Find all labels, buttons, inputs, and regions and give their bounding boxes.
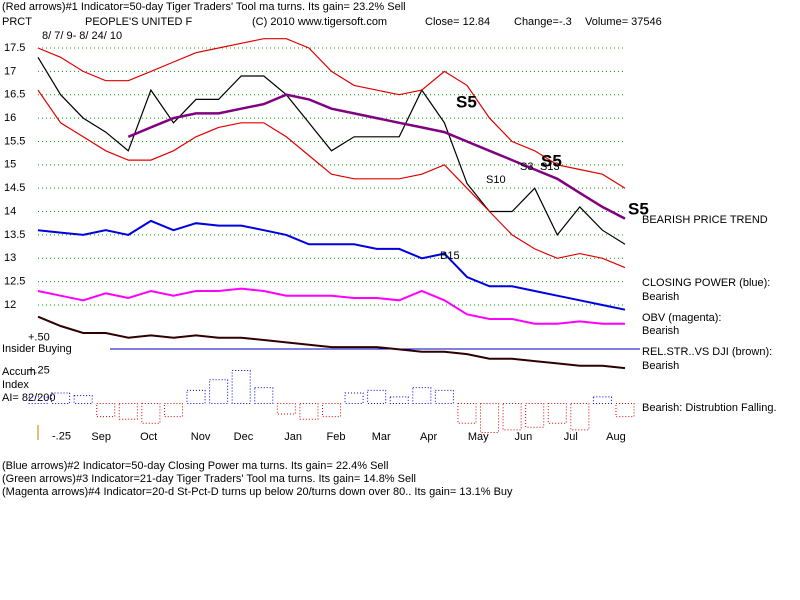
y-tick-label: +.50 [28, 332, 50, 344]
header-line: (Red arrows)#1 Indicator=50-day Tiger Tr… [2, 1, 406, 13]
change: Change=-.3 [514, 16, 572, 28]
bar [163, 402, 183, 418]
volume: Volume= 37546 [585, 16, 662, 28]
footer-line: (Magenta arrows)#4 Indicator=20-d St-Pct… [2, 486, 513, 498]
bar [547, 402, 567, 424]
bar [96, 402, 116, 418]
y-tick-label: 14 [4, 205, 16, 217]
bar [321, 402, 342, 418]
series-line [37, 56, 626, 245]
annotation: B15 [440, 250, 460, 262]
panel-subtitle: Index [2, 379, 29, 391]
bar [186, 389, 206, 404]
bar [570, 402, 590, 431]
bar [299, 402, 319, 420]
x-tick-label: Dec [234, 431, 254, 443]
x-tick-label: Jul [564, 431, 578, 443]
annotation: S5 [456, 92, 477, 111]
x-tick-label: May [468, 431, 489, 443]
bar [367, 389, 387, 404]
annotation: S5 [541, 151, 562, 170]
legend-label: CLOSING POWER (blue): [642, 277, 770, 289]
bar [412, 387, 432, 404]
bar [592, 396, 612, 404]
annotation: S3 [520, 161, 533, 173]
bar [73, 395, 93, 404]
bar [209, 379, 229, 404]
bar [254, 387, 274, 404]
legend-label: REL.STR..VS DJI (brown): [642, 346, 772, 358]
bar [141, 402, 161, 424]
series-line [37, 219, 626, 311]
x-tick-label: Feb [327, 431, 346, 443]
series-line [127, 93, 626, 220]
x-tick-label: Apr [420, 431, 437, 443]
y-tick-label: 15.5 [4, 135, 25, 147]
annotation: Bearish [642, 325, 679, 337]
bar [28, 396, 48, 404]
date-range: 8/ 7/ 9- 8/ 24/ 10 [42, 30, 122, 42]
bar [615, 402, 635, 418]
x-tick-label: Mar [372, 431, 391, 443]
annotation: BEARISH PRICE TREND [642, 214, 768, 226]
y-tick-label: 17.5 [4, 42, 25, 54]
company: PEOPLE'S UNITED F [85, 16, 193, 28]
annotation: S10 [486, 174, 506, 186]
y-tick-label: 16.5 [4, 89, 25, 101]
close: Close= 12.84 [425, 16, 490, 28]
y-tick-label: 13.5 [4, 229, 25, 241]
y-tick-label: +.25 [28, 364, 50, 376]
bar [231, 370, 251, 404]
x-tick-label: Jun [515, 431, 533, 443]
y-tick-label: 12.5 [4, 276, 25, 288]
panel-title: Accum [2, 366, 36, 378]
footer-line: (Green arrows)#3 Indicator=21-day Tiger … [2, 473, 416, 485]
bar [502, 402, 522, 431]
y-tick-label: 12 [4, 299, 16, 311]
bar [344, 392, 364, 404]
series-line [37, 315, 626, 370]
annotation: Bearish [642, 360, 679, 372]
y-tick-label: 17 [4, 65, 16, 77]
series-line [37, 287, 625, 325]
x-tick-label: Jan [284, 431, 302, 443]
x-tick-label: Nov [191, 431, 211, 443]
annotation: S5 [628, 199, 649, 218]
y-tick-label: 13 [4, 252, 16, 264]
bar [276, 402, 296, 415]
panel-summary: Bearish: Distrubtion Falling. [642, 402, 777, 414]
series-line [37, 38, 626, 189]
symbol: PRCT [2, 16, 32, 28]
legend-label: OBV (magenta): [642, 312, 721, 324]
y-tick-label: 16 [4, 112, 16, 124]
y-tick-label: 15 [4, 159, 16, 171]
series-line [37, 89, 626, 269]
bar [118, 402, 138, 420]
bar [525, 402, 545, 428]
annotation: Insider Buying [2, 343, 72, 355]
y-tick-label: -.25 [52, 430, 71, 442]
x-tick-label: Sep [91, 431, 111, 443]
footer-line: (Blue arrows)#2 Indicator=50-day Closing… [2, 460, 388, 472]
annotation: S13 [540, 161, 560, 173]
annotation: Bearish [642, 291, 679, 303]
x-tick-label: Oct [140, 431, 157, 443]
bar [457, 402, 477, 424]
copyright: (C) 2010 www.tigersoft.com [252, 16, 387, 28]
bar [480, 402, 500, 433]
bar [51, 392, 71, 404]
bar [389, 396, 409, 404]
y-tick-label: 14.5 [4, 182, 25, 194]
x-tick-label: Aug [606, 431, 626, 443]
bar [434, 389, 454, 404]
